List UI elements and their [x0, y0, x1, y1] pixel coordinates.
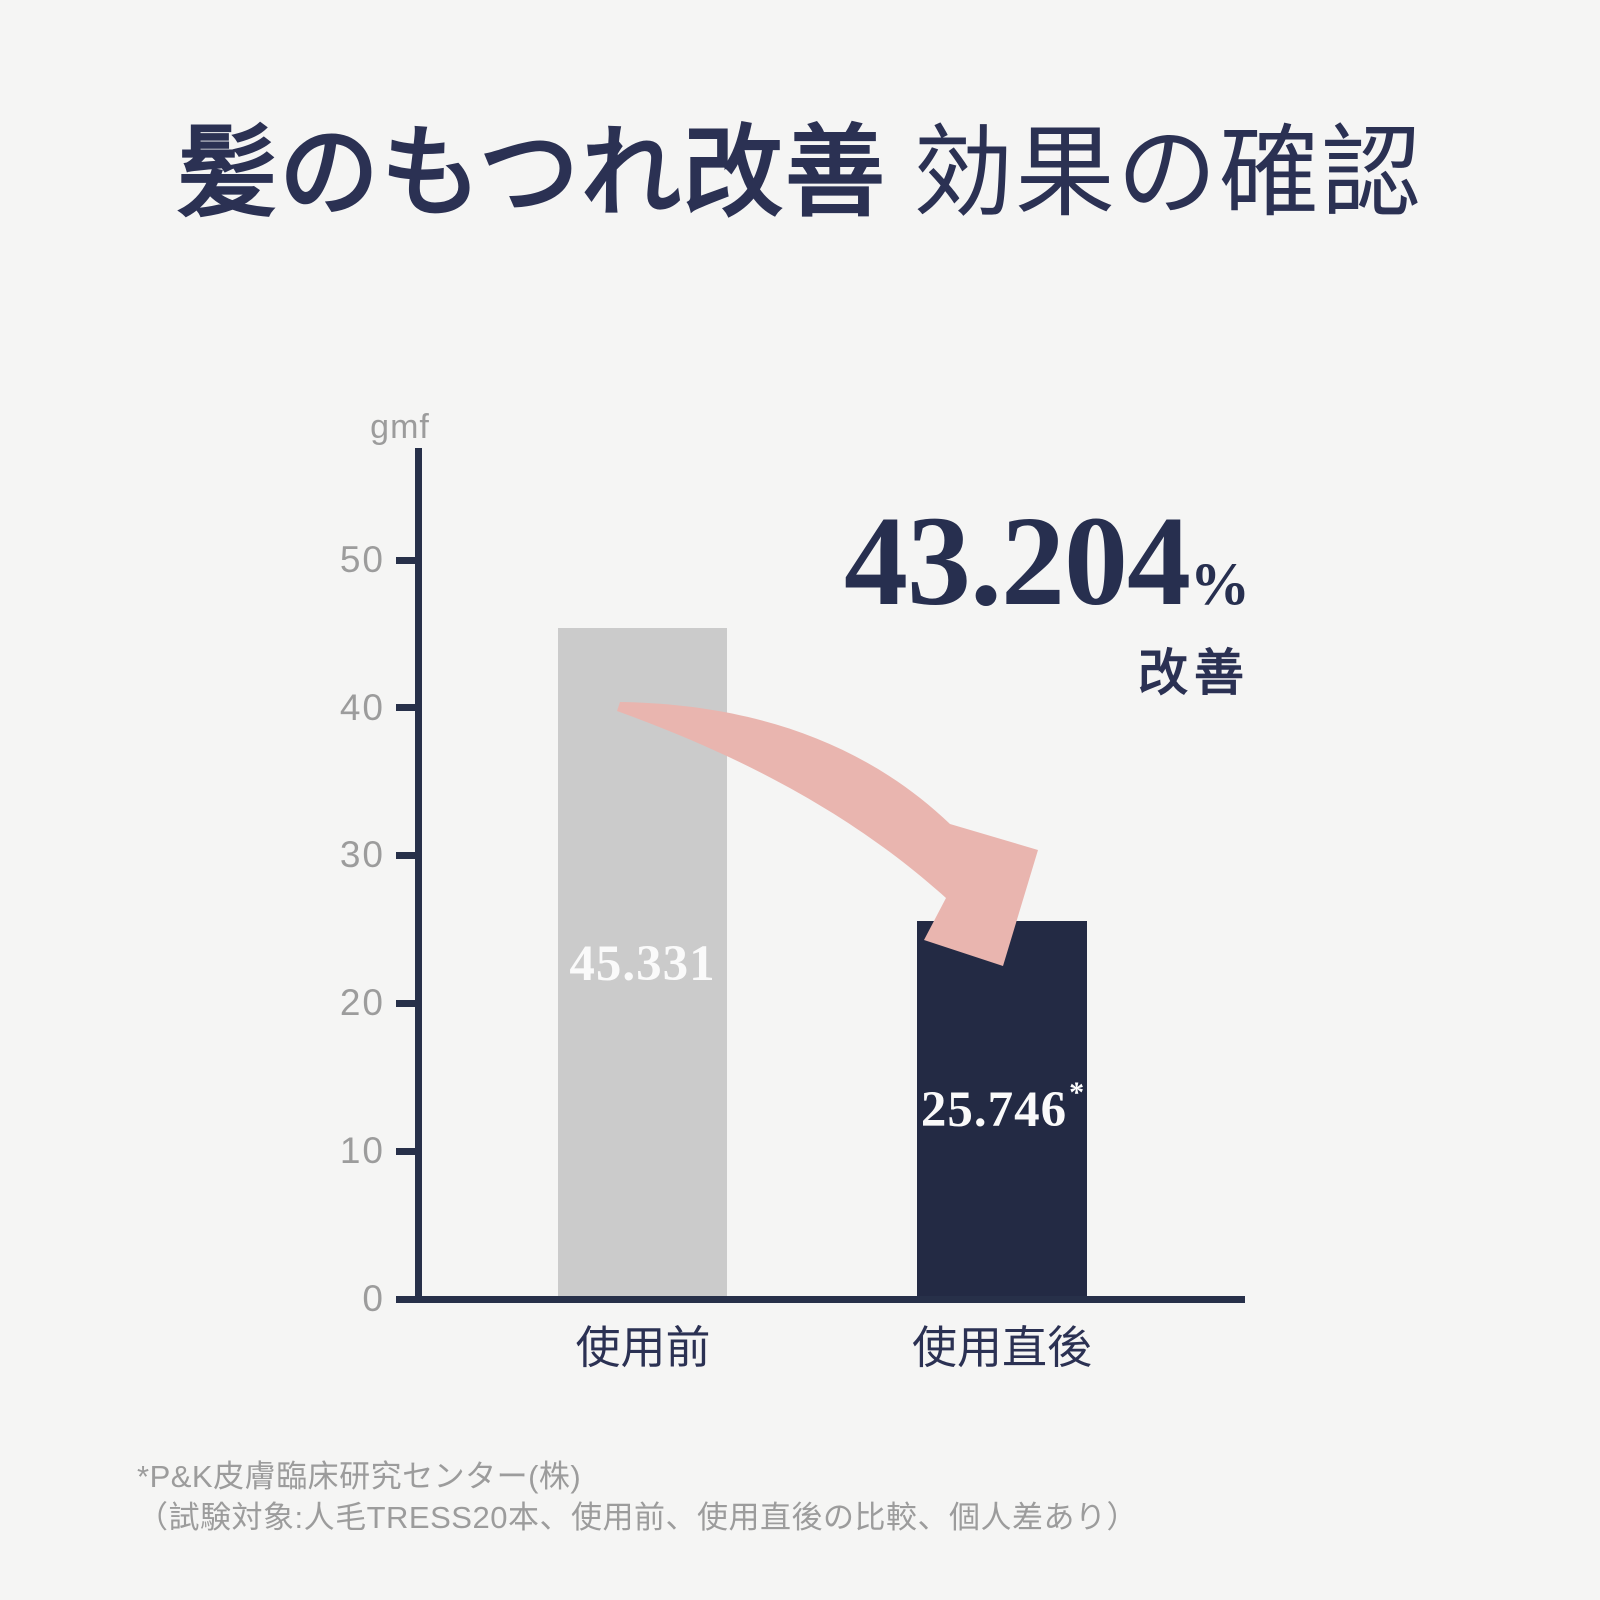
bar-after-value-number: 25.746	[920, 1082, 1068, 1138]
title-suffix: 効果の確認	[913, 117, 1423, 229]
category-label-after: 使用直後	[911, 1322, 1092, 1373]
y-tick-50	[396, 557, 418, 564]
footnote-line-1: *P&K皮膚臨床研究センター(株)	[137, 1459, 582, 1494]
category-label-before: 使用前	[575, 1322, 711, 1373]
y-tick-label-30: 30	[339, 834, 385, 875]
y-tick-10	[396, 1148, 418, 1155]
bar-before-use: 45.331	[558, 628, 727, 1299]
y-tick-20	[396, 1000, 418, 1007]
stat-caption: 改善	[1138, 645, 1250, 701]
x-axis-line	[396, 1296, 1245, 1303]
stat-value: 43.204	[844, 490, 1191, 632]
stat-number-row: 43.204%	[700, 497, 1250, 625]
footnote: *P&K皮膚臨床研究センター(株) （試験対象:人毛TRESS20本、使用前、使…	[137, 1456, 1337, 1538]
bar-after-value: 25.746*	[920, 1076, 1084, 1139]
y-axis-line	[415, 448, 422, 1303]
y-tick-30	[396, 852, 418, 859]
y-tick-40	[396, 704, 418, 711]
y-tick-label-0: 0	[362, 1278, 385, 1319]
y-tick-label-50: 50	[339, 539, 385, 580]
page-title: 髪のもつれ改善 効果の確認	[0, 118, 1600, 228]
bar-after-use: 25.746*	[917, 921, 1087, 1299]
y-axis-unit-label: gmf	[370, 408, 430, 446]
y-tick-label-40: 40	[339, 687, 385, 728]
asterisk-note-marker: *	[1069, 1076, 1086, 1109]
y-tick-label-10: 10	[339, 1130, 385, 1171]
y-tick-label-20: 20	[339, 982, 385, 1023]
stat-unit: %	[1190, 551, 1250, 617]
bar-before-value: 45.331	[569, 935, 716, 992]
title-emphasis: 髪のもつれ改善	[177, 117, 887, 229]
improvement-stat: 43.204% 改善	[700, 497, 1250, 705]
footnote-line-2: （試験対象:人毛TRESS20本、使用前、使用直後の比較、個人差あり）	[137, 1500, 1138, 1535]
